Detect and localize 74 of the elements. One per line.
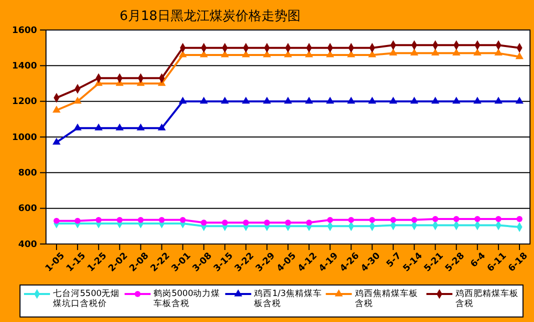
point (116, 123, 124, 130)
point (327, 216, 334, 223)
point (96, 216, 102, 223)
point (431, 96, 440, 104)
point (473, 48, 482, 56)
point (158, 123, 166, 130)
legend-label: 鸡西焦精煤车板含税 (354, 288, 418, 309)
point (348, 216, 354, 223)
point (262, 50, 271, 58)
point (116, 216, 123, 223)
y-tick-label: 600 (18, 204, 37, 214)
point (473, 96, 482, 104)
point (180, 216, 186, 223)
point (411, 216, 418, 223)
point (390, 216, 396, 223)
point (515, 52, 524, 60)
point (284, 96, 292, 104)
point (74, 218, 81, 224)
point (74, 123, 82, 130)
legend-label: 鹤岗5000动力煤车板含税 (154, 288, 220, 309)
y-tick-label: 1000 (12, 132, 37, 143)
point (220, 96, 229, 104)
point (515, 96, 524, 104)
point (452, 96, 460, 104)
point (285, 220, 291, 226)
point (305, 96, 314, 104)
point (326, 50, 334, 58)
point (369, 216, 376, 223)
point (494, 96, 502, 104)
point (453, 216, 460, 222)
point (326, 96, 334, 104)
point (52, 106, 61, 113)
point (200, 220, 207, 226)
point (94, 123, 103, 130)
point (158, 216, 165, 223)
point (410, 48, 418, 56)
point (54, 218, 60, 224)
point (368, 96, 376, 104)
y-tick-label: 1200 (12, 97, 37, 108)
point (242, 220, 249, 226)
point (52, 138, 61, 145)
y-tick-label: 1400 (12, 62, 37, 72)
x-tick-label: 5-7 (385, 251, 404, 270)
legend-label: 七台河5500无烟煤坑口含税价 (53, 288, 120, 309)
point (432, 216, 438, 222)
point (242, 96, 250, 104)
point (431, 48, 440, 56)
x-tick-label: 6-4 (469, 251, 488, 270)
point (389, 48, 398, 56)
y-tick-label: 800 (18, 168, 37, 179)
point (389, 96, 398, 104)
point (200, 96, 208, 104)
point (264, 220, 270, 226)
point (495, 216, 502, 222)
point (138, 216, 144, 223)
point (136, 123, 145, 130)
point (347, 96, 356, 104)
y-tick-label: 400 (18, 240, 37, 250)
y-tick-label: 1600 (12, 26, 37, 36)
point (494, 48, 502, 56)
point (516, 216, 522, 222)
point (178, 96, 187, 104)
point (262, 96, 271, 104)
point (452, 48, 460, 56)
point (347, 50, 356, 58)
point (474, 216, 480, 222)
point (74, 96, 82, 104)
point (242, 50, 250, 58)
point (410, 96, 418, 104)
point (222, 220, 228, 226)
legend-label: 鸡西肥精煤车板含税 (454, 288, 518, 309)
chart-title: 6月18日黑龙江煤炭价格走势图 (120, 9, 300, 24)
legend-label: 鸡西1/3焦精煤车板含税 (253, 288, 322, 309)
point (306, 220, 312, 226)
